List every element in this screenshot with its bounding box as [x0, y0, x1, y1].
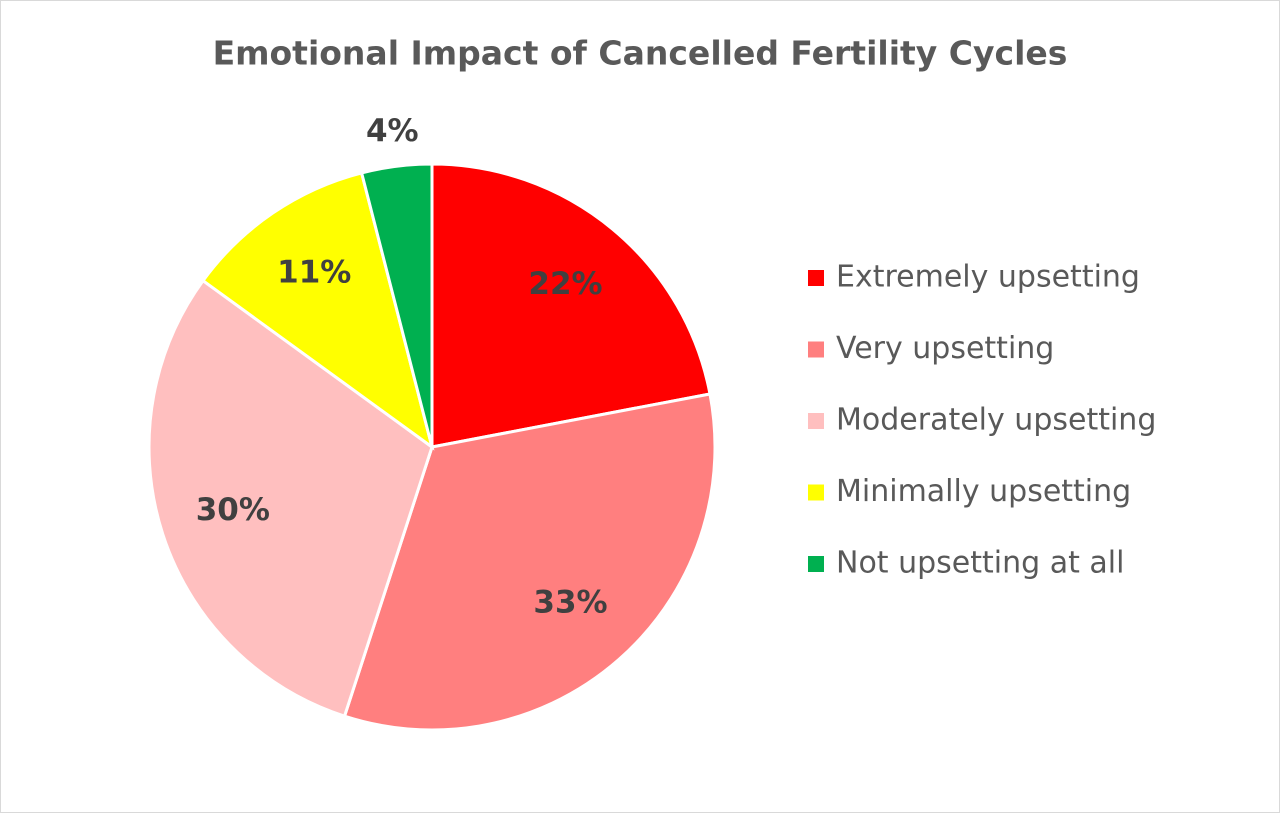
legend-swatch — [808, 413, 824, 429]
legend-label: Minimally upsetting — [836, 474, 1131, 509]
pie-slice — [430, 162, 712, 449]
data-label: 11% — [277, 254, 351, 290]
data-label: 4% — [366, 113, 419, 149]
pie-slice — [359, 162, 434, 448]
pie-slice — [200, 171, 435, 451]
legend-swatch — [808, 556, 824, 572]
pie-slice — [147, 278, 434, 719]
data-label: 33% — [533, 585, 607, 621]
legend-swatch — [808, 341, 824, 358]
legend-swatch — [808, 484, 824, 501]
legend-label: Not upsetting at all — [836, 546, 1124, 581]
legend-swatch — [808, 270, 824, 286]
legend-label: Very upsetting — [836, 331, 1054, 366]
legend-label: Moderately upsetting — [836, 403, 1156, 438]
legend-label: Extremely upsetting — [836, 260, 1140, 295]
data-label: 30% — [196, 492, 270, 528]
pie-slice — [342, 392, 717, 732]
chart-title: Emotional Impact of Cancelled Fertility … — [213, 34, 1068, 73]
data-label: 22% — [528, 266, 602, 302]
